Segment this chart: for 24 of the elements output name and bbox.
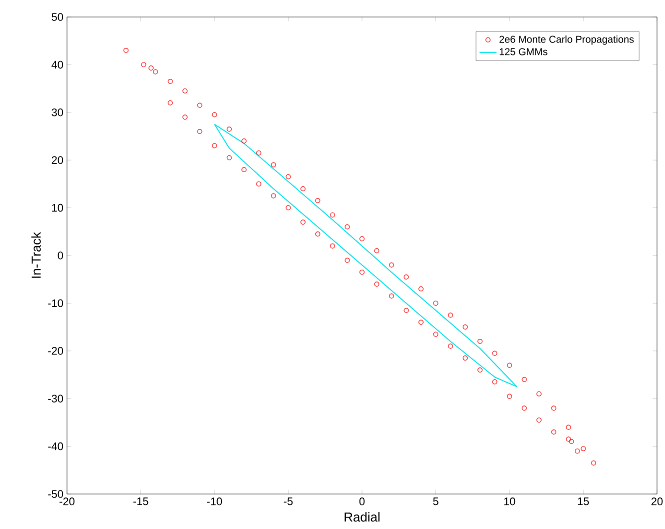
x-tick-label: 0 bbox=[359, 498, 365, 506]
x-axis-title: Radial bbox=[344, 512, 380, 522]
x-tick-label: 20 bbox=[651, 498, 663, 506]
x-tick-label: -5 bbox=[284, 498, 293, 506]
y-tick-label: 10 bbox=[52, 204, 64, 212]
y-axis-title: In-Track bbox=[31, 232, 41, 278]
y-tick-label: -40 bbox=[48, 442, 64, 450]
x-tick-label: 10 bbox=[504, 498, 516, 506]
y-tick-label: -10 bbox=[48, 299, 64, 308]
x-tick-label: 15 bbox=[578, 498, 589, 506]
y-tick-label: 40 bbox=[52, 60, 64, 69]
y-tick-label: 30 bbox=[52, 108, 64, 116]
x-tick-label: -20 bbox=[60, 498, 74, 506]
x-tick-label: 5 bbox=[433, 498, 438, 506]
y-tick-label: -30 bbox=[48, 394, 64, 402]
legend-label: 2e6 Monte Carlo Propagations bbox=[499, 35, 634, 45]
y-tick-label: -50 bbox=[48, 490, 64, 498]
y-tick-label: 50 bbox=[52, 13, 64, 21]
x-tick-label: -10 bbox=[207, 498, 222, 506]
x-tick-label: -15 bbox=[133, 498, 148, 506]
y-tick-label: -20 bbox=[48, 347, 64, 355]
y-tick-label: 20 bbox=[52, 156, 64, 164]
y-tick-label: 0 bbox=[58, 252, 64, 260]
legend-label: 125 GMMs bbox=[500, 48, 548, 56]
